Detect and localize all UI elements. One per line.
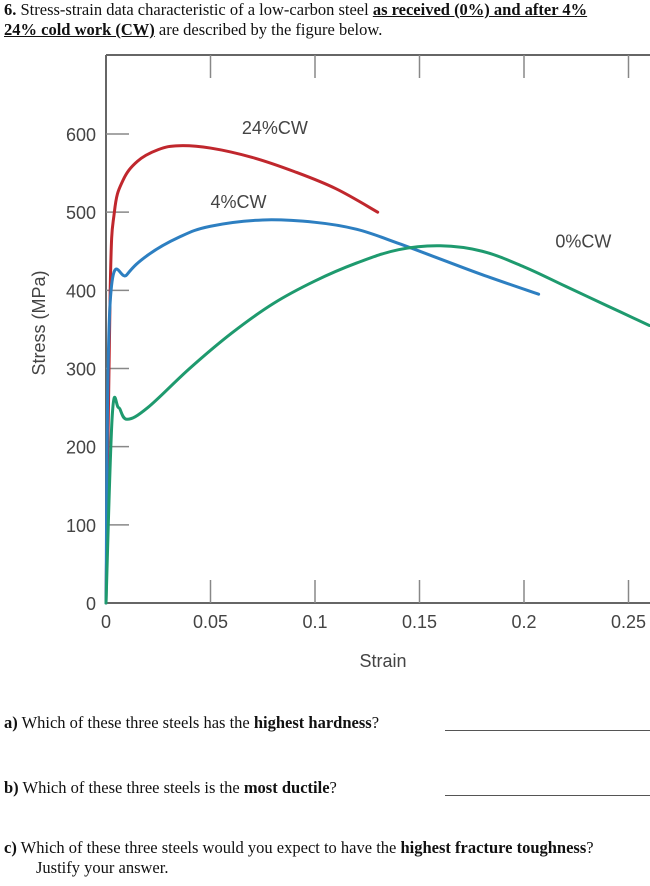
- question-b: b) Which of these three steels is the mo…: [4, 778, 337, 798]
- question-b-mark: ?: [329, 778, 337, 797]
- question-number: 6.: [4, 0, 17, 19]
- x-axis-label: Strain: [359, 651, 406, 671]
- x-tick-label: 0.2: [511, 612, 536, 632]
- chart-frame: [105, 54, 650, 604]
- question-c-label: c): [4, 838, 17, 857]
- y-tick-label: 0: [86, 594, 96, 614]
- header-underlined-2: 24% cold work (CW): [4, 20, 155, 39]
- series-label: 0%CW: [555, 231, 611, 251]
- y-tick-label: 100: [66, 516, 96, 536]
- curve-24pctcw: [104, 144, 380, 605]
- question-c-line2: Justify your answer.: [36, 858, 169, 877]
- x-tick-label: 0.25: [611, 612, 646, 632]
- series-label: 4%CW: [211, 192, 267, 212]
- chart-labels: 0 100 200 300 400 500 600 0 0.05 0.1 0.15 0.2 0.25 St…: [29, 118, 646, 671]
- series-label: 24%CW: [242, 118, 308, 138]
- question-c-text: Which of these three steels would you ex…: [16, 838, 401, 857]
- y-tick-label: 600: [66, 125, 96, 145]
- question-a-bold: highest hardness: [253, 713, 372, 732]
- y-tick-label: 200: [66, 438, 96, 458]
- question-b-label: b): [4, 778, 19, 797]
- y-tick-label: 300: [66, 359, 96, 379]
- y-tick-label: 400: [66, 281, 96, 301]
- question-a-label: a): [4, 713, 18, 732]
- x-tick-label: 0.05: [193, 612, 228, 632]
- chart-ticks: [106, 55, 630, 603]
- y-tick-label: 500: [66, 203, 96, 223]
- question-a-mark: ?: [371, 713, 380, 732]
- chart-series: [104, 144, 650, 605]
- question-a: a) Which of these three steels has the h…: [4, 713, 379, 733]
- answer-blank-a[interactable]: [445, 730, 650, 731]
- x-tick-label: 0.1: [302, 612, 327, 632]
- question-c: c) Which of these three steels would you…: [4, 838, 594, 878]
- header-text: Stress-strain data characteristic of a l…: [16, 0, 373, 19]
- question-c-mark: ?: [586, 838, 594, 857]
- header-text-2: are described by the figure below.: [154, 20, 383, 39]
- x-tick-label: 0.15: [402, 612, 437, 632]
- x-tick-label: 0: [101, 612, 111, 632]
- y-axis-label: Stress (MPa): [29, 270, 49, 375]
- header-underlined-1: as received (0%) and after 4%: [372, 0, 588, 19]
- chart-svg: 0 100 200 300 400 500 600 0 0.05 0.1 0.15 0.2 0.25 St…: [29, 54, 650, 671]
- answer-blank-b[interactable]: [445, 795, 650, 796]
- stress-strain-chart: 0 100 200 300 400 500 600 0 0.05 0.1 0.15 0.2 0.25 St…: [0, 44, 650, 680]
- question-c-bold: highest fracture toughness: [400, 838, 587, 857]
- curve-4pctcw: [104, 218, 541, 605]
- question-a-text: Which of these three steels has the: [17, 713, 254, 732]
- question-b-bold: most ductile: [243, 778, 330, 797]
- curve-0pctcw: [104, 244, 650, 605]
- question-b-text: Which of these three steels is the: [18, 778, 244, 797]
- question-6-header: 6. Stress-strain data characteristic of …: [4, 0, 650, 40]
